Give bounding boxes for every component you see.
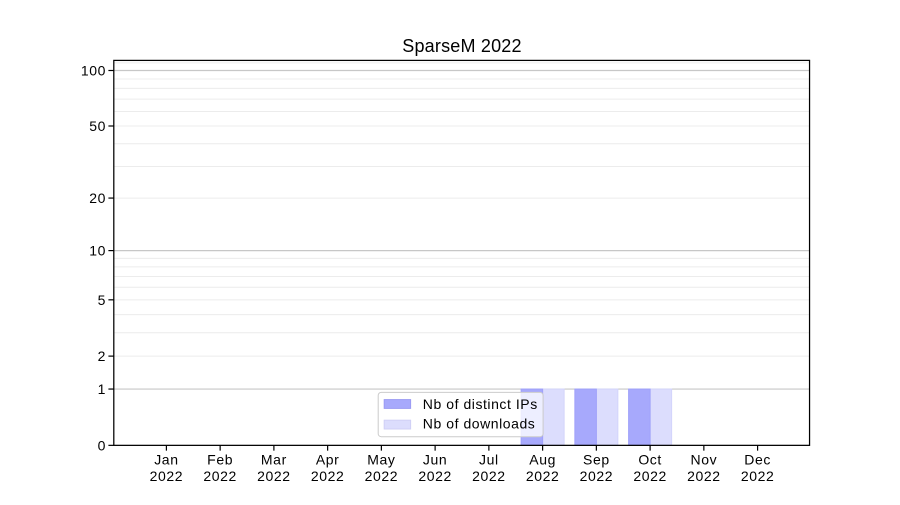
svg-text:Nb of distinct IPs: Nb of distinct IPs <box>423 396 538 412</box>
svg-text:2022: 2022 <box>311 468 345 484</box>
svg-text:Mar: Mar <box>261 451 287 467</box>
svg-text:Aug: Aug <box>529 451 556 467</box>
svg-text:2022: 2022 <box>687 468 721 484</box>
svg-text:2022: 2022 <box>580 468 614 484</box>
svg-text:Feb: Feb <box>207 451 233 467</box>
svg-text:Jan: Jan <box>154 451 178 467</box>
svg-text:2022: 2022 <box>203 468 237 484</box>
svg-text:2022: 2022 <box>741 468 775 484</box>
svg-text:Jul: Jul <box>479 451 499 467</box>
svg-text:Dec: Dec <box>744 451 771 467</box>
svg-text:May: May <box>367 451 395 467</box>
svg-text:Sep: Sep <box>583 451 610 467</box>
svg-text:10: 10 <box>89 243 106 259</box>
svg-text:100: 100 <box>81 63 106 79</box>
svg-text:Oct: Oct <box>638 451 662 467</box>
svg-text:Jun: Jun <box>423 451 447 467</box>
svg-text:20: 20 <box>89 190 106 206</box>
svg-text:Nov: Nov <box>690 451 717 467</box>
svg-text:2022: 2022 <box>257 468 291 484</box>
svg-text:0: 0 <box>98 437 106 453</box>
svg-text:Apr: Apr <box>316 451 340 467</box>
svg-text:2022: 2022 <box>526 468 560 484</box>
svg-text:5: 5 <box>98 292 106 308</box>
svg-text:50: 50 <box>89 118 106 134</box>
svg-text:2: 2 <box>98 348 106 364</box>
svg-text:2022: 2022 <box>150 468 184 484</box>
svg-text:1: 1 <box>98 381 106 397</box>
svg-text:SparseM 2022: SparseM 2022 <box>402 36 521 56</box>
svg-text:2022: 2022 <box>418 468 452 484</box>
svg-text:Nb of downloads: Nb of downloads <box>423 416 536 432</box>
svg-text:2022: 2022 <box>472 468 506 484</box>
svg-text:2022: 2022 <box>633 468 667 484</box>
svg-text:2022: 2022 <box>365 468 399 484</box>
